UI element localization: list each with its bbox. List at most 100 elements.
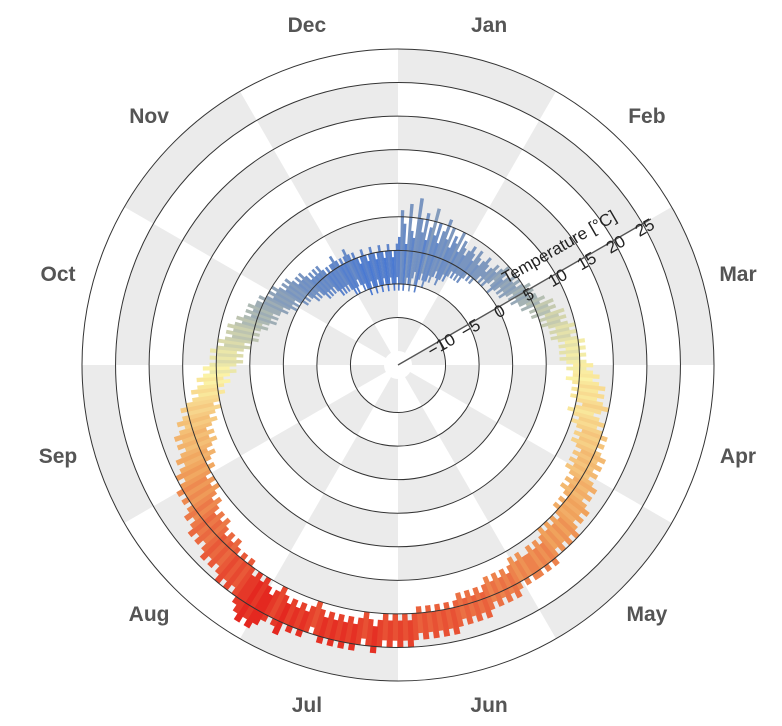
temperature-bar: [493, 265, 511, 282]
temperature-bar: [328, 255, 349, 286]
temperature-bar: [555, 322, 576, 331]
temperature-bar: [294, 276, 317, 296]
temperature-bar: [528, 303, 549, 315]
temperature-bar: [564, 338, 586, 345]
temperature-bar: [214, 554, 241, 584]
temperature-bar: [556, 328, 577, 337]
temperature-bar: [565, 496, 590, 518]
grid-sector: [398, 49, 556, 121]
temperature-bar: [572, 476, 598, 495]
temperature-bar: [506, 564, 524, 591]
temperature-bar: [243, 584, 273, 629]
grid-sector: [307, 493, 398, 547]
temperature-bar: [549, 326, 570, 335]
temperature-bar: [512, 282, 531, 296]
temperature-bar: [557, 335, 578, 343]
temperature-bar: [467, 257, 482, 276]
temperature-bar: [531, 539, 552, 564]
temperature-bar: [576, 397, 604, 407]
temperature-bar: [489, 272, 507, 288]
temperature-bar: [284, 606, 301, 634]
temperature-bar: [223, 342, 251, 350]
temperature-bar: [524, 544, 545, 570]
temperature-bar: [190, 386, 219, 395]
temperature-bar: [452, 245, 478, 282]
temperature-bar: [536, 303, 557, 315]
temperature-bar: [578, 435, 605, 451]
temperature-bar: [478, 591, 494, 619]
temperature-bar: [470, 594, 484, 622]
temperature-bar: [182, 408, 216, 422]
temperature-bar: [430, 611, 440, 639]
temperature-bar: [324, 266, 343, 290]
grid-sector: [211, 455, 308, 552]
temperature-bar: [439, 609, 451, 637]
temperature-bar: [449, 607, 461, 635]
temperature-bar: [251, 593, 274, 626]
grid-sector: [357, 283, 398, 324]
temperature-bar: [187, 404, 222, 416]
temperature-bar: [184, 475, 216, 498]
grid-sector: [405, 372, 440, 407]
temperature-bar: [566, 359, 587, 364]
grid-sector: [468, 307, 513, 365]
grid-sector: [488, 178, 585, 275]
month-label: Mar: [719, 263, 756, 286]
outer-ring: [81, 48, 715, 682]
temperature-bar: [507, 288, 527, 302]
grid-sector: [613, 365, 681, 507]
month-label: Sep: [39, 445, 78, 468]
temperature-bar: [367, 253, 379, 287]
temperature-bar: [278, 287, 303, 304]
temperature-bar: [578, 416, 606, 429]
grid-sector: [398, 317, 422, 353]
temperature-bar: [271, 602, 292, 636]
temperature-bar: [359, 263, 374, 296]
temperature-bar: [180, 401, 215, 414]
grid-ring: [282, 249, 514, 481]
month-labels: Jan Feb Mar Apr May Jun Jul Aug Sep Oct Nov Dec: [39, 14, 757, 717]
temperature-bar: [407, 620, 415, 648]
temperature-bar: [321, 269, 340, 292]
temperature-bar: [461, 597, 474, 625]
temperature-bar: [547, 320, 569, 329]
temperature-bar: [452, 599, 464, 628]
temperature-bar: [427, 219, 454, 283]
temperature-bar: [184, 435, 218, 453]
temperature-bar: [347, 623, 359, 651]
temperature-bar: [334, 260, 354, 291]
grid-sector: [290, 149, 398, 208]
grid-ring: [316, 283, 480, 447]
grid-sector: [584, 240, 647, 365]
temperature-bar: [341, 248, 359, 281]
temperature-bar: [502, 279, 521, 293]
temperature-bar: [314, 275, 335, 297]
temperature-bar: [477, 267, 494, 284]
temperature-bar: [574, 404, 602, 415]
temperature-bar: [317, 272, 337, 295]
grid-sector: [398, 522, 506, 581]
temperature-bar: [570, 417, 598, 430]
temperature-bar: [513, 551, 533, 578]
temperature-bar: [525, 295, 546, 307]
grid-sector: [323, 216, 398, 266]
temperature-bar: [480, 271, 497, 287]
temperature-bar: [272, 296, 298, 312]
temperature-bars: [173, 198, 610, 654]
temperature-bar: [225, 329, 253, 339]
temperature-bar: [242, 576, 272, 620]
grid-sector: [439, 365, 480, 406]
temperature-bar: [252, 308, 279, 321]
temperature-bar: [315, 616, 329, 644]
temperature-bar: [518, 295, 538, 307]
temperature-bar: [572, 411, 600, 423]
temperature-bar: [565, 352, 587, 358]
temperature-bar: [533, 297, 554, 309]
temperature-bar: [486, 278, 504, 294]
temperature-bar: [389, 250, 394, 285]
temperature-bar: [573, 363, 594, 368]
month-label: Feb: [628, 105, 665, 128]
temperature-bar: [175, 461, 208, 482]
temperature-bar: [521, 555, 541, 581]
temperature-bar: [557, 495, 582, 517]
